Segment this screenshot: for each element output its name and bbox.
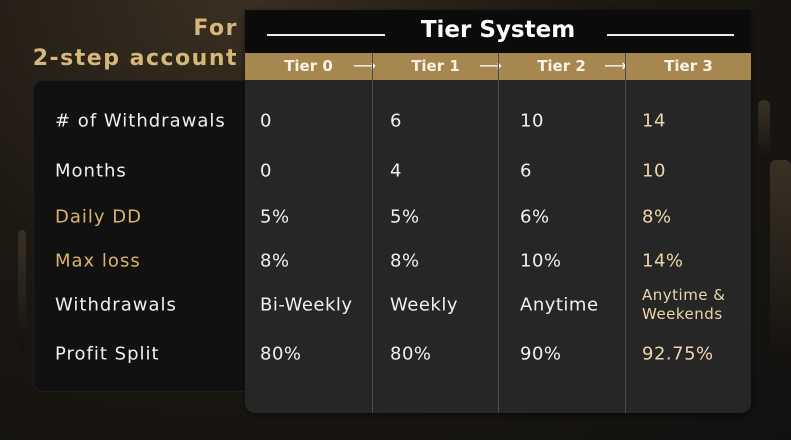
table-cell: 80% (390, 343, 432, 365)
table-cell: 8% (642, 206, 672, 228)
tier-header: Tier 0 (284, 57, 333, 75)
table-cell: 4 (390, 160, 402, 182)
arrow-right-icon: ⟶ (604, 56, 627, 75)
row-label: Months (55, 160, 127, 182)
row-label: Max loss (55, 250, 141, 272)
divider (267, 34, 385, 36)
background-decoration (770, 160, 791, 360)
table-cell: Weekly (390, 294, 458, 316)
tier-header: Tier 2 (537, 57, 586, 75)
table-cell: 14 (642, 110, 666, 132)
table-cell: 90% (520, 343, 562, 365)
table-cell: Anytime (520, 294, 599, 316)
tier-table: Tier System Tier 0 Tier 1 Tier 2 Tier 3 … (245, 10, 751, 413)
table-cell: 10% (520, 250, 562, 272)
table-cell: Anytime & Weekends (642, 286, 726, 323)
divider (607, 34, 734, 36)
background-decoration (18, 230, 26, 350)
tier-header: Tier 3 (664, 57, 713, 75)
heading-line2: 2-step account (32, 46, 238, 71)
table-cell: 5% (390, 206, 420, 228)
table-cell: 6% (520, 206, 550, 228)
row-label: Withdrawals (55, 294, 177, 316)
table-cell: 6 (520, 160, 532, 182)
heading-line1: For (193, 16, 238, 41)
row-label: Daily DD (55, 206, 142, 228)
table-cell: 8% (390, 250, 420, 272)
row-label: Profit Split (55, 343, 160, 365)
table-cell: 5% (260, 206, 290, 228)
table-cell: 0 (260, 110, 272, 132)
row-label: # of Withdrawals (55, 110, 226, 132)
table-title: Tier System (420, 17, 576, 43)
tier-header: Tier 1 (411, 57, 460, 75)
table-cell: 6 (390, 110, 402, 132)
column-divider (372, 53, 373, 413)
table-cell: 10 (520, 110, 544, 132)
background-decoration (758, 100, 770, 160)
arrow-right-icon: ⟶ (479, 56, 502, 75)
table-cell: 80% (260, 343, 302, 365)
table-cell: 10 (642, 160, 666, 182)
arrow-right-icon: ⟶ (353, 56, 376, 75)
table-header: Tier System (245, 10, 751, 53)
column-divider (625, 53, 626, 413)
table-cell: 92.75% (642, 343, 714, 365)
table-cell: 8% (260, 250, 290, 272)
table-cell: 0 (260, 160, 272, 182)
row-labels-panel (33, 80, 263, 392)
table-cell: 14% (642, 250, 684, 272)
column-divider (498, 53, 499, 413)
table-cell: Bi-Weekly (260, 294, 353, 316)
